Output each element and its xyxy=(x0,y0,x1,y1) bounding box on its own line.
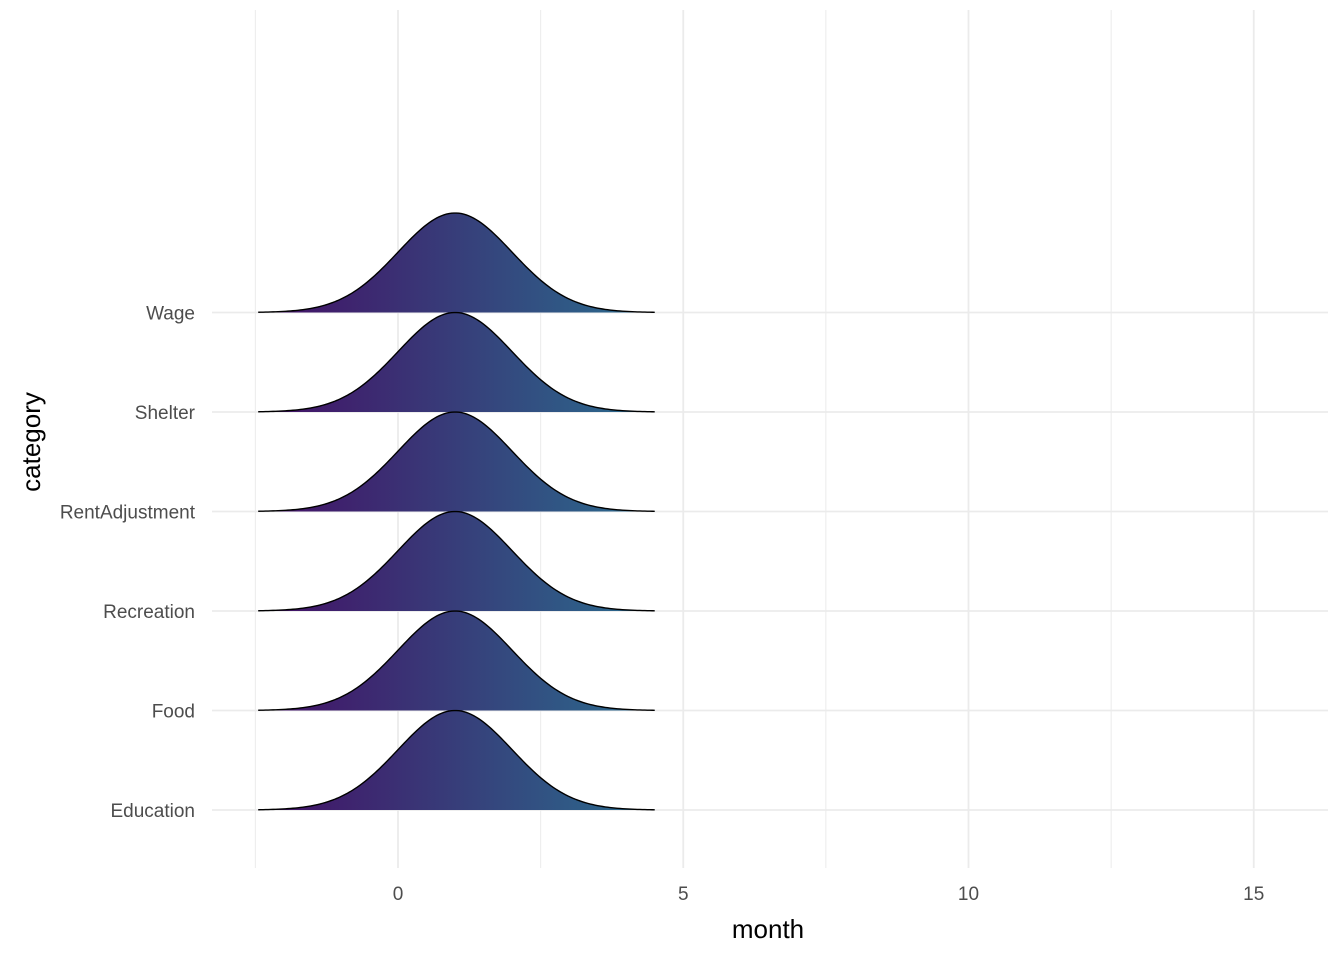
ridge-outline-food xyxy=(258,610,655,711)
y-tick-label: Education xyxy=(110,801,195,822)
ridge-area-food xyxy=(258,611,655,711)
ridge-area-rentadjustment xyxy=(258,412,655,512)
ridge-outline-wage xyxy=(258,212,655,313)
ridges xyxy=(258,212,655,811)
y-axis-title: category xyxy=(16,392,46,492)
y-tick-label: RentAdjustment xyxy=(60,503,196,524)
grid-lines xyxy=(212,10,1328,868)
ridge-outline-rentadjustment xyxy=(258,411,655,512)
x-tick-labels: 0 5 10 15 xyxy=(393,884,1265,905)
y-tick-label: Recreation xyxy=(103,602,195,623)
y-tick-label: Shelter xyxy=(135,403,196,424)
x-tick-label: 5 xyxy=(678,884,689,905)
x-tick-label: 10 xyxy=(958,884,979,905)
ridge-area-wage xyxy=(258,213,655,313)
ridge-area-education xyxy=(258,710,655,810)
x-axis-title: month xyxy=(732,914,804,944)
y-tick-labels: Education Food Recreation RentAdjustment She… xyxy=(60,304,196,823)
x-tick-label: 0 xyxy=(393,884,404,905)
y-tick-label: Food xyxy=(152,702,195,723)
x-tick-label: 15 xyxy=(1243,884,1264,905)
ridge-area-recreation xyxy=(258,511,655,611)
ridge-outline-education xyxy=(258,709,655,811)
y-tick-label: Wage xyxy=(146,304,195,325)
ridge-area-shelter xyxy=(258,312,655,412)
ridge-outline-recreation xyxy=(258,510,655,612)
ridge-outline-shelter xyxy=(258,311,655,413)
